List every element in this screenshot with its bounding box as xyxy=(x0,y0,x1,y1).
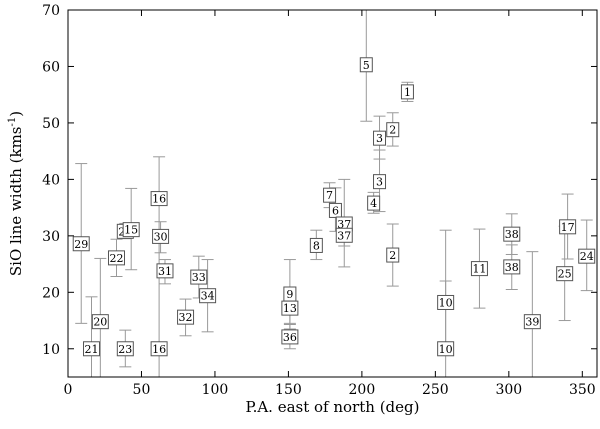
data-point-marker xyxy=(328,202,342,218)
data-point-label: 32 xyxy=(179,311,193,324)
y-tick-label: 10 xyxy=(42,342,60,358)
x-tick-label: 150 xyxy=(275,382,302,398)
data-point-label: 31 xyxy=(158,265,172,278)
data-point-label: 2 xyxy=(389,249,396,262)
y-axis: 10 20 30 40 50 60 70 xyxy=(42,3,597,358)
data-point-marker xyxy=(309,237,323,253)
data-point-label: 23 xyxy=(118,343,132,356)
x-tick-label: 300 xyxy=(495,382,522,398)
data-point-marker xyxy=(523,314,541,330)
data-point-marker xyxy=(386,122,400,138)
data-point-marker xyxy=(386,247,400,263)
data-point-label: 10 xyxy=(439,343,453,356)
data-point-label: 22 xyxy=(109,252,123,265)
y-axis-title-main: SiO line width (kms xyxy=(7,127,25,277)
data-point-marker xyxy=(177,309,195,325)
x-tick-label: 100 xyxy=(202,382,229,398)
data-point-label: 7 xyxy=(326,189,333,202)
x-axis-title: P.A. east of north (deg) xyxy=(246,398,420,416)
data-point-marker xyxy=(107,250,125,266)
data-point-marker xyxy=(556,266,574,282)
data-point-marker xyxy=(152,228,170,244)
data-point-label: 10 xyxy=(439,296,453,309)
y-tick-label: 50 xyxy=(42,116,60,132)
y-axis-title-unit-exponent: -1 xyxy=(7,117,18,127)
data-point-label: 11 xyxy=(472,263,486,276)
data-point-marker xyxy=(150,341,168,357)
data-point-marker xyxy=(373,174,387,190)
data-point-label: 17 xyxy=(561,221,575,234)
plot-frame xyxy=(67,9,598,378)
x-axis: 0 50 100 150 200 250 300 350 xyxy=(64,10,596,398)
data-point-label: 38 xyxy=(505,228,519,241)
data-point-marker xyxy=(437,294,455,310)
data-point-label: 15 xyxy=(124,224,138,237)
data-point-marker xyxy=(72,236,90,252)
data-point-marker xyxy=(281,329,299,345)
data-point-label: 2 xyxy=(389,124,396,137)
y-tick-label: 40 xyxy=(42,172,60,188)
x-tick-label: 0 xyxy=(64,382,73,398)
data-point-label: 37 xyxy=(337,218,351,231)
data-point-label: 29 xyxy=(74,238,88,251)
data-point-marker xyxy=(190,269,208,285)
data-point-marker xyxy=(400,84,414,100)
data-point-label: 20 xyxy=(93,316,107,329)
y-axis-title: SiO line width (kms-1) xyxy=(7,111,25,276)
data-point-label: 13 xyxy=(283,302,297,315)
data-point-marker xyxy=(281,300,299,316)
data-point-label: 21 xyxy=(85,343,99,356)
data-point-marker xyxy=(116,341,134,357)
data-point-label: 30 xyxy=(154,230,168,243)
data-point-marker xyxy=(122,222,140,238)
data-point-marker xyxy=(156,263,174,279)
data-point-marker xyxy=(335,227,353,243)
data-point-label: 3 xyxy=(376,132,383,145)
data-point-marker xyxy=(503,226,521,242)
data-point-label: 5 xyxy=(363,59,370,72)
data-point-label: 25 xyxy=(558,268,572,281)
data-point-label: 33 xyxy=(192,271,206,284)
data-point-marker xyxy=(323,187,337,203)
data-point-label: 39 xyxy=(525,316,539,329)
data-point-label: 16 xyxy=(152,193,166,206)
data-point-label: 34 xyxy=(201,290,215,303)
x-tick-label: 50 xyxy=(133,382,151,398)
data-point-marker xyxy=(578,248,596,264)
data-point-marker xyxy=(470,261,488,277)
y-tick-label: 30 xyxy=(42,229,60,245)
data-point-marker xyxy=(83,341,101,357)
data-point-marker xyxy=(373,130,387,146)
data-point-marker xyxy=(367,195,381,211)
x-tick-label: 350 xyxy=(569,382,596,398)
data-point-label: 3 xyxy=(376,176,383,189)
data-point-marker xyxy=(559,219,577,235)
data-point-label: 6 xyxy=(332,204,339,217)
data-point-label: 37 xyxy=(337,229,351,242)
data-point-marker xyxy=(91,314,109,330)
data-point-marker xyxy=(359,57,373,73)
data-point-label: 24 xyxy=(580,250,594,263)
data-point-marker xyxy=(150,191,168,207)
x-tick-label: 250 xyxy=(422,382,449,398)
data-point-label: 9 xyxy=(286,288,293,301)
y-tick-label: 20 xyxy=(42,285,60,301)
data-point-label: 16 xyxy=(152,343,166,356)
marker-layer: 2921202223261516301631323334913368763737… xyxy=(72,57,596,357)
data-point-marker xyxy=(503,259,521,275)
y-tick-label: 70 xyxy=(42,3,60,19)
data-point-label: 8 xyxy=(313,239,320,252)
x-tick-label: 200 xyxy=(349,382,376,398)
data-point-label: 36 xyxy=(283,331,297,344)
data-point-label: 4 xyxy=(370,197,377,210)
data-point-marker xyxy=(437,341,455,357)
y-axis-title-close: ) xyxy=(7,111,25,117)
y-tick-label: 60 xyxy=(42,59,60,75)
data-point-marker xyxy=(199,288,217,304)
data-point-label: 1 xyxy=(404,86,411,99)
data-point-label: 38 xyxy=(505,261,519,274)
